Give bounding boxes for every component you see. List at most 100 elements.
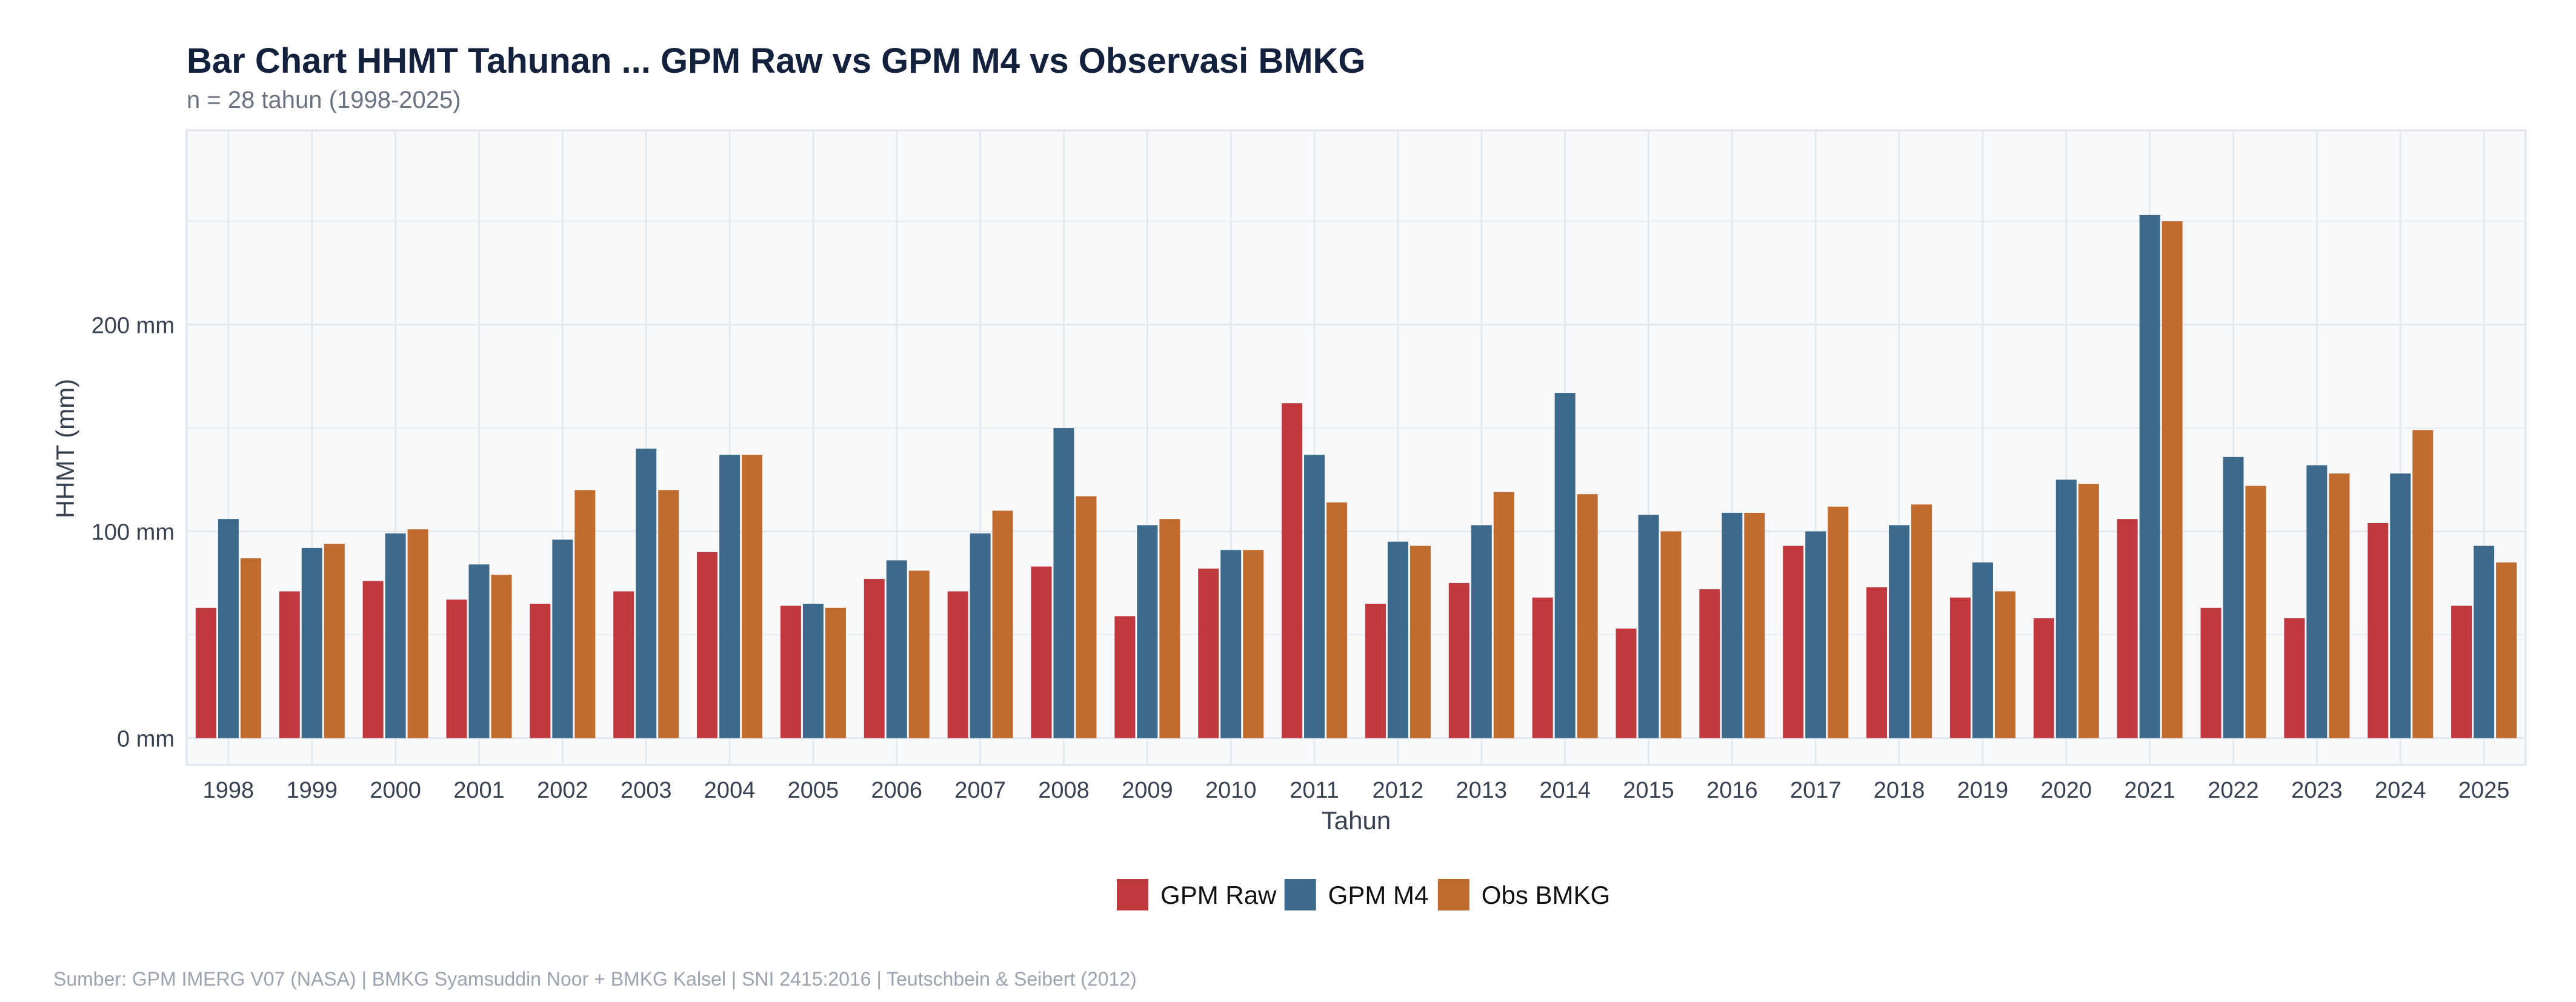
x-tick-label: 2006	[871, 778, 923, 803]
bar-gpm-raw-2021	[2117, 519, 2138, 738]
bar-obs-bmkg-2001	[491, 575, 512, 738]
bar-gpm-m4-2008	[1053, 428, 1074, 738]
bar-gpm-m4-2006	[886, 560, 907, 738]
x-tick-label: 2008	[1038, 778, 1090, 803]
x-tick-label: 2017	[1790, 778, 1842, 803]
x-tick-label: 2023	[2291, 778, 2343, 803]
bar-obs-bmkg-1999	[324, 544, 345, 738]
x-tick-label: 2012	[1373, 778, 1424, 803]
bar-obs-bmkg-2022	[2245, 486, 2266, 738]
bar-gpm-raw-2024	[2368, 523, 2389, 738]
bar-obs-bmkg-2006	[908, 570, 930, 738]
x-tick-label: 2016	[1706, 778, 1758, 803]
bar-gpm-m4-2015	[1638, 515, 1659, 738]
bar-obs-bmkg-2002	[574, 490, 596, 738]
chart-title: Bar Chart HHMT Tahunan ... GPM Raw vs GP…	[187, 41, 1366, 81]
bar-obs-bmkg-2024	[2412, 430, 2434, 738]
bar-gpm-raw-1998	[195, 607, 216, 738]
bar-gpm-raw-2003	[613, 591, 634, 738]
bar-obs-bmkg-2015	[1660, 531, 1682, 738]
bar-gpm-raw-2005	[780, 606, 801, 738]
bar-obs-bmkg-2016	[1744, 512, 1765, 738]
bar-obs-bmkg-2007	[992, 510, 1013, 738]
bar-gpm-raw-2009	[1114, 616, 1136, 738]
bar-obs-bmkg-2021	[2162, 221, 2183, 738]
bar-gpm-m4-2013	[1471, 525, 1492, 738]
y-tick-label: 0 mm	[117, 727, 175, 752]
bar-gpm-m4-2020	[2055, 479, 2077, 738]
x-tick-label: 2025	[2458, 778, 2510, 803]
x-tick-label: 2019	[1957, 778, 2009, 803]
bar-gpm-raw-1999	[279, 591, 300, 738]
bar-gpm-m4-1998	[218, 519, 239, 738]
x-tick-label: 1999	[287, 778, 338, 803]
bar-gpm-raw-2013	[1448, 583, 1469, 738]
x-tick-label: 2005	[788, 778, 839, 803]
bar-gpm-m4-2021	[2139, 215, 2160, 738]
x-tick-label: 1998	[203, 778, 255, 803]
bar-gpm-m4-2022	[2223, 456, 2244, 738]
x-tick-label: 2018	[1874, 778, 1925, 803]
bar-gpm-raw-2012	[1365, 603, 1386, 738]
bar-gpm-m4-2002	[552, 539, 573, 738]
x-tick-label: 2009	[1122, 778, 1173, 803]
bar-gpm-m4-2004	[719, 455, 741, 738]
bar-gpm-m4-2003	[636, 449, 657, 738]
x-tick-label: 2014	[1539, 778, 1591, 803]
bar-obs-bmkg-1998	[240, 558, 261, 738]
bar-gpm-raw-2008	[1031, 566, 1052, 738]
bar-obs-bmkg-2000	[407, 529, 428, 738]
bar-gpm-raw-2022	[2200, 607, 2222, 738]
bar-obs-bmkg-2009	[1159, 519, 1180, 738]
legend-label: GPM Raw	[1160, 881, 1277, 909]
bar-gpm-m4-2005	[802, 603, 824, 738]
x-tick-label: 2024	[2375, 778, 2426, 803]
bar-gpm-raw-2002	[530, 603, 551, 738]
bar-obs-bmkg-2003	[658, 490, 679, 738]
bar-obs-bmkg-2025	[2496, 562, 2517, 738]
bar-gpm-raw-2010	[1198, 569, 1219, 738]
x-tick-label: 2000	[370, 778, 421, 803]
bar-obs-bmkg-2010	[1243, 550, 1264, 738]
x-tick-label: 2011	[1290, 778, 1339, 803]
x-tick-label: 2020	[2041, 778, 2092, 803]
bar-gpm-m4-1999	[301, 547, 322, 738]
x-axis-title: Tahun	[1322, 806, 1391, 835]
legend-label: Obs BMKG	[1482, 881, 1610, 909]
legend-swatch-gpm-m4	[1284, 879, 1316, 910]
bar-gpm-raw-2018	[1866, 587, 1888, 738]
bar-gpm-m4-2025	[2474, 546, 2495, 738]
bar-gpm-raw-2016	[1699, 589, 1720, 738]
legend: GPM Raw GPM M4 Obs BMKG	[1117, 879, 1610, 910]
legend-swatch-obs-bmkg	[1437, 879, 1469, 910]
bar-obs-bmkg-2023	[2329, 473, 2350, 738]
bar-gpm-raw-2015	[1616, 628, 1637, 738]
bar-gpm-m4-2009	[1137, 525, 1158, 738]
bar-gpm-m4-2007	[970, 533, 991, 738]
bar-obs-bmkg-2005	[825, 607, 846, 738]
bar-gpm-m4-2012	[1387, 541, 1408, 738]
x-tick-label: 2013	[1456, 778, 1508, 803]
bar-obs-bmkg-2013	[1493, 492, 1514, 738]
bar-obs-bmkg-2014	[1577, 494, 1598, 738]
bar-gpm-raw-2001	[446, 600, 467, 738]
bar-obs-bmkg-2008	[1076, 496, 1097, 738]
y-axis-title: HHMT (mm)	[51, 379, 79, 518]
y-tick-labels: 0 mm 100 mm 200 mm	[92, 313, 175, 752]
bar-gpm-raw-2006	[864, 579, 885, 738]
bar-obs-bmkg-2011	[1326, 502, 1348, 738]
bar-gpm-m4-2011	[1304, 455, 1325, 738]
bar-obs-bmkg-2020	[2078, 484, 2099, 738]
bar-gpm-raw-2019	[1949, 597, 1971, 738]
chart-subtitle: n = 28 tahun (1998-2025)	[187, 87, 461, 113]
y-tick-label: 100 mm	[92, 520, 175, 546]
x-tick-label: 2003	[621, 778, 672, 803]
x-tick-label: 2015	[1623, 778, 1674, 803]
bars	[195, 215, 2517, 738]
bar-gpm-raw-2014	[1532, 597, 1553, 738]
x-tick-label: 2007	[954, 778, 1006, 803]
bar-gpm-raw-2020	[2033, 618, 2054, 738]
bar-obs-bmkg-2004	[742, 455, 763, 738]
bar-gpm-m4-2000	[385, 533, 406, 738]
